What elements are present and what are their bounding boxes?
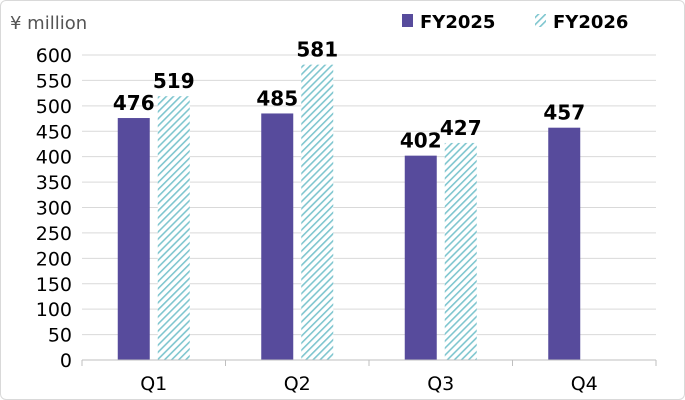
x-axis: Q1 Q2 Q3 Q4 <box>81 359 657 395</box>
y-tick-label: 350 <box>36 172 72 194</box>
data-label: 476 <box>113 91 155 115</box>
legend-label-fy2026: FY2026 <box>553 12 628 33</box>
bar-fy2026-q1 <box>157 96 190 361</box>
data-label: 457 <box>543 101 585 125</box>
bar-fy2025-q3 <box>404 155 437 360</box>
y-tick-label: 550 <box>36 70 72 92</box>
y-tick-label: 450 <box>36 121 72 143</box>
y-tick-label: 200 <box>36 248 72 270</box>
legend-label-fy2025: FY2025 <box>420 12 495 33</box>
data-label: 402 <box>400 129 442 153</box>
data-label: 581 <box>296 38 338 62</box>
x-tick-label: Q2 <box>284 373 311 395</box>
data-label: 427 <box>440 116 482 140</box>
data-label: 485 <box>256 86 298 110</box>
y-tick-label: 100 <box>36 299 72 321</box>
y-tick-label: 0 <box>60 350 72 372</box>
legend-swatch-fy2026 <box>535 14 546 27</box>
legend-swatch-fy2025 <box>402 14 413 27</box>
y-tick-label: 600 <box>36 45 72 67</box>
unit-label: ¥ million <box>10 13 87 34</box>
legend: FY2025 FY2026 <box>402 12 628 33</box>
y-tick-label: 400 <box>36 147 72 169</box>
y-tick-label: 300 <box>36 198 72 220</box>
bar-fy2026-q2 <box>301 64 334 361</box>
y-tick-label: 250 <box>36 223 72 245</box>
bar-fy2025-q2 <box>261 113 294 360</box>
y-tick-label: 150 <box>36 274 72 296</box>
x-tick-label: Q1 <box>140 373 167 395</box>
bar-fy2026-q3 <box>444 142 477 360</box>
y-tick-label: 50 <box>48 325 72 347</box>
y-tick-label: 500 <box>36 96 72 118</box>
x-tick-label: Q3 <box>427 373 454 395</box>
data-label: 519 <box>153 69 195 93</box>
bar-fy2025-q1 <box>117 118 150 361</box>
y-axis: 0 50 100 150 200 250 300 350 400 450 500 550 600 <box>36 45 72 372</box>
x-tick-label: Q4 <box>571 373 598 395</box>
bar-fy2025-q4 <box>548 127 581 360</box>
